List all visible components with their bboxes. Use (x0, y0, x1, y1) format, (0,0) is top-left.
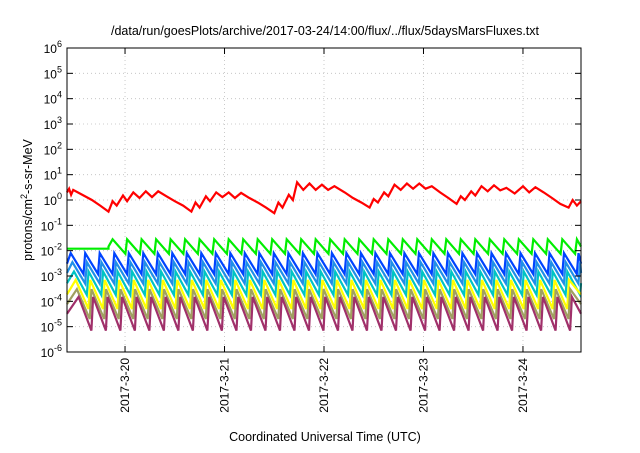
y-axis-label: protons/cm2-s-sr-MeV (19, 138, 35, 260)
series-line-7 (66, 286, 582, 320)
y-axis-label-rest: -s-sr-MeV (21, 138, 35, 194)
y-axis-label-main: protons/cm (21, 199, 35, 261)
y-tick-exponent: 3 (57, 115, 62, 125)
series-line-3 (65, 249, 583, 278)
series-line-1 (66, 179, 582, 215)
series-line-8 (66, 292, 582, 331)
y-tick-label: 100 (44, 191, 62, 208)
y-tick-exponent: 1 (57, 166, 62, 176)
y-tick-exponent: 6 (57, 39, 62, 49)
y-tick-exponent: 4 (57, 90, 62, 100)
y-tick-exponent: -1 (54, 216, 62, 226)
y-tick-label: 105 (44, 64, 62, 81)
plot-frame (66, 47, 582, 353)
x-tick-label: 2017-3-24 (516, 358, 530, 413)
series-line-2 (67, 235, 582, 257)
y-tick-exponent: 2 (57, 140, 62, 150)
y-tick-label: 10-2 (41, 242, 62, 259)
y-tick-label: 10-6 (41, 343, 62, 360)
x-tick-label: 2017-3-21 (218, 358, 232, 413)
chart-title: /data/run/goesPlots/archive/2017-03-24/1… (111, 24, 540, 38)
y-tick-label: 10-5 (41, 318, 62, 335)
y-tick-label: 104 (44, 90, 62, 107)
axes: 10-610-510-410-310-210-11001011021031041… (41, 39, 582, 413)
y-tick-exponent: 0 (57, 191, 62, 201)
y-tick-exponent: -6 (54, 343, 62, 353)
series-line-4 (66, 258, 583, 288)
y-tick-exponent: -5 (54, 318, 62, 328)
y-tick-exponent: -4 (54, 292, 62, 302)
y-tick-label: 106 (44, 39, 62, 56)
y-tick-label: 101 (44, 166, 62, 183)
y-tick-label: 103 (44, 115, 62, 132)
x-tick-label: 2017-3-20 (118, 358, 132, 413)
x-tick-label: 2017-3-22 (317, 358, 331, 413)
x-tick-label: 2017-3-23 (416, 358, 430, 413)
y-tick-label: 10-4 (41, 292, 62, 309)
svg-text:protons/cm2-s-sr-MeV: protons/cm2-s-sr-MeV (19, 138, 35, 260)
y-tick-label: 10-1 (41, 216, 62, 233)
y-tick-exponent: 5 (57, 64, 62, 74)
x-axis-label: Coordinated Universal Time (UTC) (229, 430, 421, 444)
series-line-6 (66, 277, 582, 310)
series-line-5 (66, 267, 583, 299)
y-tick-exponent: -2 (54, 242, 62, 252)
y-tick-exponent: -3 (54, 267, 62, 277)
y-tick-label: 10-3 (41, 267, 62, 284)
series-layer (65, 179, 583, 331)
y-axis-label-sup: 2 (19, 194, 29, 199)
y-tick-label: 102 (44, 140, 62, 157)
